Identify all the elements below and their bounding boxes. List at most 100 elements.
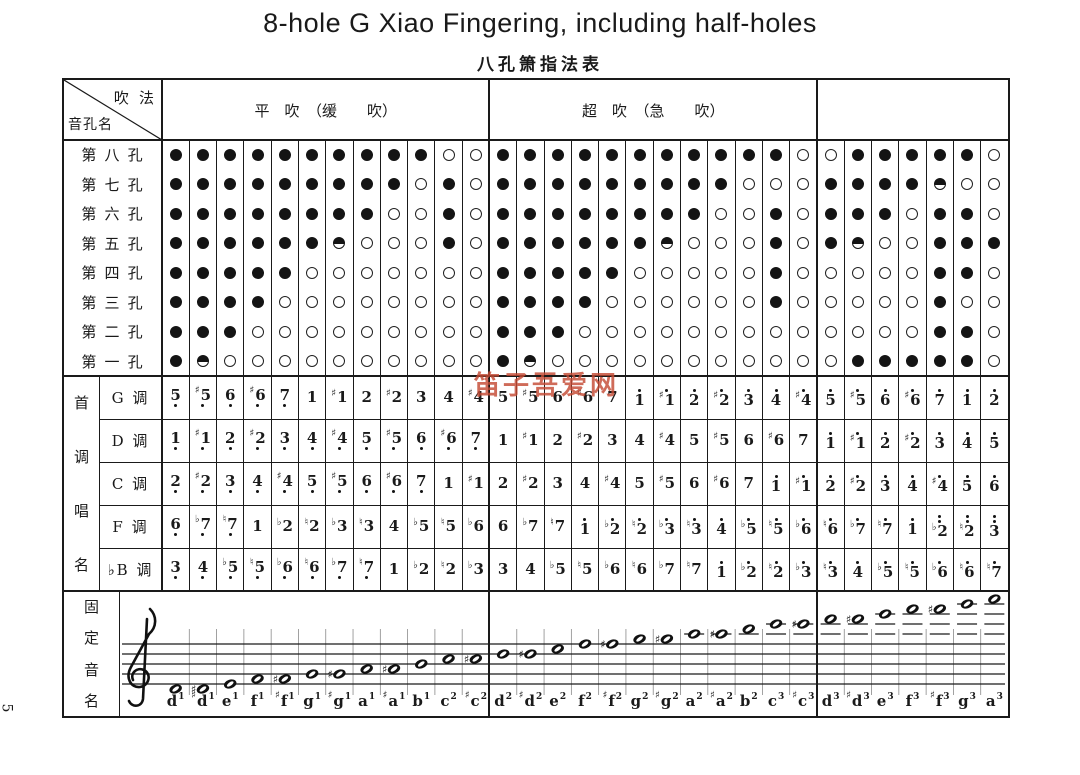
- jianpu-note: ♯ 6: [249, 386, 266, 408]
- hole-open-icon: [387, 325, 400, 338]
- hole-open-icon: [251, 355, 264, 368]
- jianpu-note: ♮ 5: [769, 517, 784, 537]
- scale-degree: 7: [227, 514, 238, 533]
- hole-closed-icon: [824, 178, 837, 191]
- jianpu-note: 4: [252, 471, 263, 494]
- hole-open-icon: [824, 355, 837, 368]
- hole-open-icon: [879, 237, 892, 250]
- scale-degree: 4: [252, 471, 263, 490]
- hole-closed-icon: [278, 207, 291, 220]
- hole-closed-icon: [961, 148, 974, 161]
- jianpu-note: ♭ 5: [877, 560, 893, 580]
- solfege-cell: 4: [708, 505, 735, 548]
- jianpu-note: 2: [170, 473, 181, 494]
- whole-note: [660, 634, 674, 644]
- solfege-cell: 4: [435, 376, 462, 419]
- octave-number: 2: [726, 692, 733, 702]
- scale-degree: 4: [937, 476, 948, 495]
- hole-closed-icon: [224, 237, 237, 250]
- jianpu-note: ♯ 6: [713, 474, 729, 491]
- solfege-cell: ♭ 6: [271, 548, 298, 591]
- hole-open-icon: [415, 207, 428, 220]
- hole-open-icon: [961, 296, 974, 309]
- scale-degree: 4: [716, 519, 727, 538]
- note-name: ♯ f 1: [271, 691, 298, 714]
- scale-degree: 7: [664, 560, 675, 578]
- hole-closed-icon: [442, 207, 455, 220]
- hole-row-label: 第 二 孔: [81, 324, 145, 342]
- grid-line: [64, 375, 1008, 377]
- solfege-cell: ♯ 4: [790, 376, 817, 419]
- octave-dot-low: [337, 575, 341, 579]
- accidental: ♯: [795, 476, 801, 487]
- note-letter: b: [412, 692, 423, 710]
- octave-dot-high: [938, 388, 942, 392]
- hole-closed-icon: [196, 148, 209, 161]
- staff-notation: ♯♯ ♯ ♯♯ ♯♯ ♯ ♯♯ ♯♯: [122, 594, 1005, 707]
- scale-degree: 6: [170, 514, 181, 533]
- scale-degree: 2: [609, 519, 621, 538]
- scale-degree: 1: [907, 519, 918, 538]
- scale-degree: 2: [636, 519, 648, 538]
- scale-degree: 5: [497, 388, 509, 406]
- hole-open-icon: [387, 237, 400, 250]
- solfege-cell: 5: [298, 462, 325, 505]
- octave-number: 2: [450, 692, 457, 702]
- note-letter: f: [905, 692, 913, 710]
- scale-degree: 6: [964, 562, 975, 581]
- jianpu-note: ♯ 4: [277, 472, 293, 494]
- key-label: G 调: [111, 389, 150, 407]
- octave-number: 3: [969, 692, 976, 702]
- scale-degree: 5: [961, 476, 973, 495]
- solfege-cell: 3: [544, 462, 571, 505]
- jianpu-note: 6: [170, 514, 181, 537]
- hole-open-icon: [879, 266, 892, 279]
- key-label: C 调: [111, 475, 150, 493]
- solfege-cell: ♮ 7: [872, 505, 899, 548]
- solfege-cell: ♯ 5: [380, 419, 407, 462]
- note-letter: d: [851, 692, 863, 710]
- hole-closed-icon: [961, 266, 974, 279]
- whole-note: [333, 669, 346, 679]
- octave-number: 2: [535, 692, 543, 702]
- scale-degree: 4: [801, 390, 812, 409]
- hole-row-label: 第 一 孔: [81, 353, 145, 371]
- whole-note: [797, 619, 810, 629]
- jianpu-note: 2: [689, 388, 699, 408]
- scale-degree: 4: [306, 428, 318, 447]
- scale-degree: 4: [634, 431, 645, 449]
- scale-degree: 7: [991, 562, 1002, 581]
- octave-dot-low: [255, 575, 259, 579]
- note-letter: b: [739, 692, 751, 710]
- hole-closed-icon: [497, 148, 510, 161]
- solfege-cell: 4: [762, 376, 789, 419]
- diagonal-line: [64, 80, 162, 140]
- hole-open-icon: [306, 355, 319, 368]
- solfege-cell: ♯ 2: [899, 419, 926, 462]
- solfege-cell: ♯ 5: [517, 376, 544, 419]
- hole-open-icon: [306, 325, 319, 338]
- accidental: ♯: [331, 428, 337, 439]
- header-corner-cell: 吹 法音孔名: [64, 80, 162, 140]
- jianpu-note: ♭ 2: [604, 517, 620, 537]
- hole-closed-icon: [906, 148, 919, 161]
- octave-number: 2: [480, 692, 487, 702]
- scale-degree: 2: [282, 517, 293, 535]
- whole-note: [769, 619, 783, 629]
- accidental: ♯: [795, 390, 801, 401]
- octave-dot-low: [447, 446, 451, 450]
- solfege-cell: 2: [817, 462, 844, 505]
- hole-closed-icon: [988, 237, 1001, 250]
- jianpu-note: 3: [225, 473, 235, 494]
- scale-degree: 5: [170, 385, 181, 404]
- octave-dot-high: [719, 560, 723, 564]
- page-subtitle: 八孔箫指法表: [477, 55, 603, 74]
- whole-note: [906, 604, 919, 614]
- hole-open-icon: [333, 296, 346, 309]
- octave-number: 3: [996, 692, 1003, 702]
- note-name: ♯ c 3: [790, 691, 817, 714]
- solfege-cell: 2: [544, 419, 571, 462]
- hole-closed-icon: [961, 237, 974, 250]
